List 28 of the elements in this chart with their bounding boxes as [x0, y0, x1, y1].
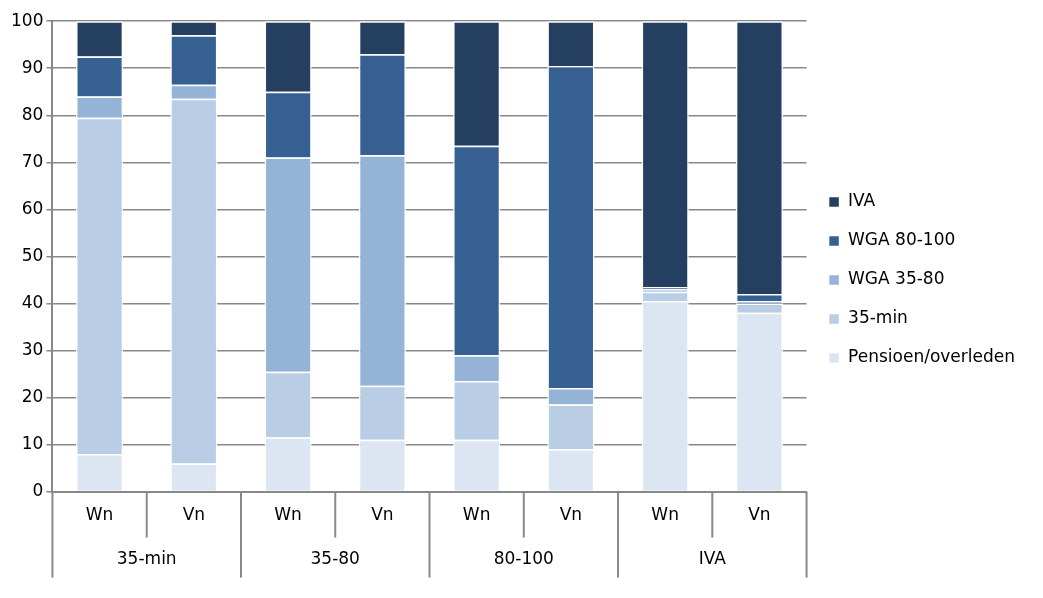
x-tick-label: Vn: [559, 504, 583, 525]
text: 35-min: [116, 548, 177, 569]
legend-label: WGA 80-100: [848, 229, 956, 250]
y-tick-label: 60: [21, 197, 44, 218]
y-tick-label: 20: [21, 385, 44, 406]
y-tick-label: 70: [21, 150, 44, 171]
legend-label: Pensioen/overleden: [848, 346, 1015, 367]
legend-label: 35-min: [848, 307, 908, 328]
text: 35-80: [310, 548, 360, 569]
legend-label: IVA: [848, 190, 876, 211]
y-tick-label: 10: [21, 432, 44, 453]
y-tick-label: 80: [21, 103, 44, 124]
x-tick-label: Wn: [85, 504, 114, 525]
text: IVA: [698, 548, 727, 569]
x-tick-label: Wn: [462, 504, 491, 525]
x-tick-label: Vn: [182, 504, 206, 525]
y-tick-label: 100: [10, 9, 44, 30]
y-tick-label: 40: [21, 291, 44, 312]
x-tick-label: Vn: [371, 504, 394, 525]
x-tick-label: Wn: [651, 504, 679, 525]
y-tick-label: 50: [21, 244, 44, 265]
x-tick-label: Vn: [748, 504, 771, 525]
legend-label: WGA 35-80: [848, 268, 945, 289]
text: 80-100: [493, 548, 554, 569]
x-tick-label: Wn: [274, 504, 302, 525]
y-tick-label: 30: [21, 338, 44, 359]
y-tick-label: 90: [21, 56, 44, 77]
y-tick-label: 0: [32, 480, 44, 501]
